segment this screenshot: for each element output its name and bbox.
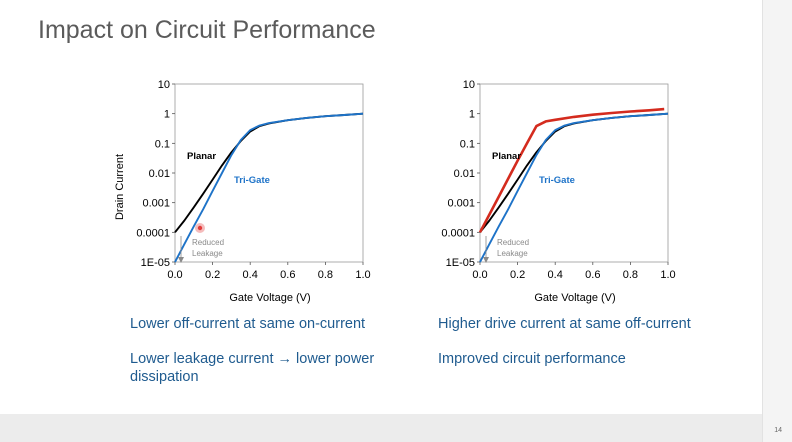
left-x-tick-label: 0.0 <box>167 269 182 281</box>
caption-higher-drive: Higher drive current at same off-current <box>438 316 691 332</box>
left-x-tick-label: 0.2 <box>205 269 220 281</box>
right-y-tick-label: 1 <box>469 109 475 121</box>
right-series-planar <box>479 112 669 233</box>
right-y-tick-label: 0.01 <box>454 168 475 180</box>
left-y-tick-label: 1E-05 <box>141 257 170 269</box>
caption-improved-performance: Improved circuit performance <box>438 351 626 367</box>
left-plot-frame <box>174 83 364 263</box>
right-y-tick-label: 10 <box>463 79 475 91</box>
right-label-reduced: Reduced <box>497 238 529 247</box>
left-y-tick-label: 0.001 <box>142 198 170 210</box>
slide: Impact on Circuit Performance 10 1 0.1 0.01… <box>0 0 762 414</box>
left-x-tick-label: 0.4 <box>243 269 258 281</box>
right-label-leakage: Leakage <box>497 249 528 258</box>
right-y-tick-label: 0.001 <box>447 198 475 210</box>
right-x-tick-label: 0.4 <box>548 269 563 281</box>
left-y-axis-label: Drain Current <box>114 154 126 220</box>
left-label-trigate: Tri-Gate <box>234 175 270 186</box>
mouse-pointer-icon <box>195 223 205 233</box>
caption-lower-off-current: Lower off-current at same on-current <box>130 316 366 332</box>
right-chart: 10 1 0.1 0.01 0.001 0.0001 1E-050.0 0.2 0.4 0.6 0.… <box>441 79 675 304</box>
left-y-tick-label: 1 <box>164 109 170 121</box>
left-label-leakage: Leakage <box>192 249 223 258</box>
page-number: 14 <box>774 427 782 434</box>
caption-lower-leakage: Lower leakage current → lower power diss… <box>130 351 375 385</box>
right-x-tick-label: 0.0 <box>472 269 487 281</box>
left-leakage-arrow <box>178 236 184 263</box>
right-label-planar: Planar <box>492 151 521 162</box>
right-series-tri-gate-higher-drive <box>478 107 665 233</box>
left-x-tick-label: 0.6 <box>280 269 295 281</box>
right-x-tick-label: 1.0 <box>660 269 675 281</box>
right-y-tick-label: 0.0001 <box>441 227 475 239</box>
right-x-tick-label: 0.2 <box>510 269 525 281</box>
left-label-reduced: Reduced <box>192 238 224 247</box>
right-x-axis-label: Gate Voltage (V) <box>534 292 615 304</box>
bottom-margin <box>0 414 762 442</box>
right-y-tick-label: 0.1 <box>460 138 475 150</box>
right-series-tri-gate <box>479 112 669 263</box>
left-series-tri-gate <box>174 112 364 263</box>
left-y-tick-label: 0.1 <box>155 138 170 150</box>
right-x-tick-label: 0.8 <box>623 269 638 281</box>
left-series-planar <box>174 112 364 233</box>
left-x-tick-label: 1.0 <box>355 269 370 281</box>
right-label-trigate: Tri-Gate <box>539 175 575 186</box>
side-panel-strip: 14 <box>762 0 792 442</box>
left-y-tick-label: 0.0001 <box>136 227 170 239</box>
left-x-tick-label: 0.8 <box>318 269 333 281</box>
right-plot-area: 10 1 0.1 0.01 0.001 0.0001 1E-050.0 0.2 0.4 0.6 0.… <box>441 79 675 281</box>
left-plot-area: 10 1 0.1 0.01 0.001 0.0001 1E-050.0 0.2 0.4 0.6 0.… <box>136 79 370 281</box>
right-x-tick-label: 0.6 <box>585 269 600 281</box>
slide-title: Impact on Circuit Performance <box>38 16 376 44</box>
left-chart: 10 1 0.1 0.01 0.001 0.0001 1E-050.0 0.2 0.4 0.6 0.… <box>114 79 371 304</box>
left-label-planar: Planar <box>187 151 216 162</box>
right-y-tick-label: 1E-05 <box>446 257 475 269</box>
left-x-axis-label: Gate Voltage (V) <box>229 292 310 304</box>
left-y-tick-label: 10 <box>158 79 170 91</box>
left-y-tick-label: 0.01 <box>149 168 170 180</box>
right-leakage-arrow <box>483 236 489 263</box>
